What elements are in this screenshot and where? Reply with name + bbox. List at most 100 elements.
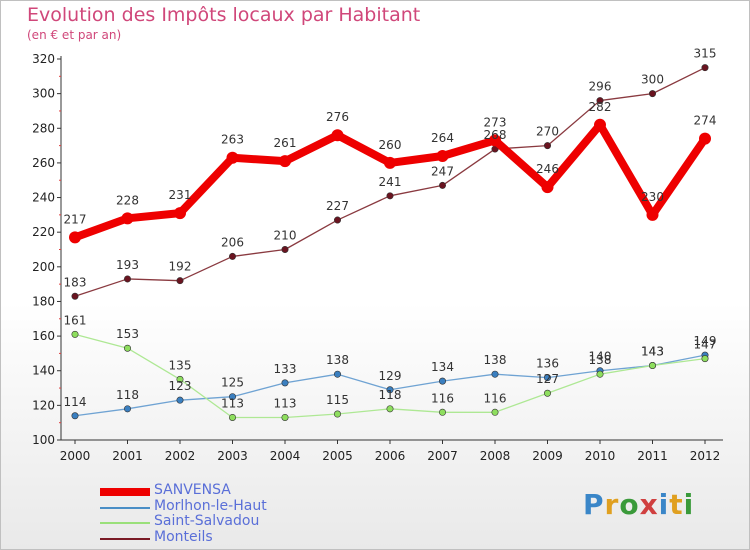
- data-point: [541, 181, 554, 194]
- data-label: 113: [274, 396, 297, 410]
- data-label: 114: [64, 395, 87, 409]
- data-point: [438, 181, 446, 189]
- data-point: [226, 151, 239, 164]
- data-point: [71, 292, 79, 300]
- x-tick-label: 2012: [690, 449, 721, 463]
- x-tick-label: 2010: [585, 449, 616, 463]
- data-point: [701, 355, 709, 363]
- data-point: [281, 379, 289, 387]
- data-point: [386, 386, 394, 394]
- y-tick-label: 160: [32, 329, 55, 343]
- data-label: 263: [221, 133, 244, 147]
- data-label: 116: [431, 391, 454, 405]
- brand-logo-letter: r: [604, 488, 620, 521]
- data-label: 147: [694, 338, 717, 352]
- data-point: [543, 374, 551, 382]
- y-tick-label: 180: [32, 294, 55, 308]
- data-point: [438, 408, 446, 416]
- data-point: [333, 216, 341, 224]
- x-tick-label: 2000: [60, 449, 91, 463]
- data-point: [489, 134, 501, 147]
- data-label: 276: [326, 110, 349, 124]
- data-label: 228: [116, 193, 139, 207]
- data-label: 138: [589, 353, 612, 367]
- chart-subtitle: (en € et par an): [27, 28, 122, 42]
- data-label: 127: [536, 372, 559, 386]
- data-label: 116: [484, 391, 507, 405]
- x-tick-label: 2011: [637, 449, 668, 463]
- data-label: 161: [64, 313, 87, 327]
- data-label: 230: [641, 190, 664, 204]
- data-label: 247: [431, 164, 454, 178]
- data-point: [69, 231, 81, 244]
- brand-logo: Proxiti: [583, 488, 694, 521]
- chart-axes: 100 120 140 160 180 200 220 240 260 280 300 320 2000…: [32, 52, 723, 463]
- data-point: [596, 370, 604, 378]
- data-point: [438, 377, 446, 385]
- data-point: [436, 149, 449, 162]
- data-label: 115: [326, 393, 349, 407]
- data-label: 282: [589, 100, 612, 114]
- data-label: 315: [694, 47, 717, 61]
- x-tick-label: 2001: [112, 449, 143, 463]
- data-label: 268: [484, 128, 507, 142]
- data-label: 138: [484, 353, 507, 367]
- data-point: [596, 97, 604, 105]
- x-tick-label: 2007: [427, 449, 458, 463]
- data-label: 143: [641, 345, 664, 359]
- chart-title: Evolution des Impôts locaux par Habitant: [27, 4, 421, 26]
- data-label: 274: [694, 114, 717, 128]
- data-point: [386, 192, 394, 200]
- legend-swatch: [100, 507, 150, 509]
- data-point: [229, 393, 237, 401]
- data-point: [333, 410, 341, 418]
- legend-swatch: [100, 488, 150, 496]
- data-label: 143: [641, 345, 664, 359]
- data-label: 113: [221, 396, 244, 410]
- data-point: [174, 207, 186, 220]
- legend-label: Saint-Salvadou: [154, 513, 260, 529]
- data-point: [229, 252, 237, 260]
- data-point: [333, 370, 341, 378]
- data-label: 136: [536, 357, 559, 371]
- data-label: 217: [64, 212, 87, 226]
- data-point: [543, 142, 551, 150]
- x-tick-label: 2003: [217, 449, 248, 463]
- data-label: 138: [326, 353, 349, 367]
- legend-swatch: [100, 522, 150, 524]
- data-label: 134: [431, 360, 454, 374]
- data-label: 260: [379, 138, 402, 152]
- brand-logo-letter: t: [669, 488, 684, 521]
- data-point: [648, 362, 656, 370]
- data-label: 264: [431, 131, 454, 145]
- data-label: 192: [169, 260, 192, 274]
- data-point: [491, 370, 499, 378]
- data-label: 227: [326, 199, 349, 213]
- brand-logo-letter: o: [619, 488, 640, 521]
- data-point: [124, 344, 132, 352]
- y-tick-label: 100: [32, 433, 55, 447]
- brand-logo-letter: i: [683, 488, 695, 521]
- data-point: [646, 208, 659, 221]
- data-label: 246: [536, 162, 559, 176]
- y-tick-label: 140: [32, 364, 55, 378]
- data-label: 296: [589, 80, 612, 94]
- data-label: 118: [116, 388, 139, 402]
- legend-label: Monteils: [154, 529, 213, 545]
- data-point: [229, 413, 237, 421]
- chart-plot-area: 183 193 192 206 210 227 241 247 268 270 296 300 315 1…: [64, 47, 717, 421]
- y-tick-label: 220: [32, 225, 55, 239]
- data-label: 273: [484, 115, 507, 129]
- data-point: [491, 408, 499, 416]
- data-point: [594, 118, 606, 131]
- x-tick-label: 2006: [375, 449, 406, 463]
- data-label: 129: [379, 369, 402, 383]
- data-point: [331, 129, 344, 142]
- data-label: 125: [221, 376, 244, 390]
- data-point: [176, 396, 184, 404]
- data-label: 261: [274, 136, 297, 150]
- data-label: 210: [274, 229, 297, 243]
- y-tick-label: 280: [32, 121, 55, 135]
